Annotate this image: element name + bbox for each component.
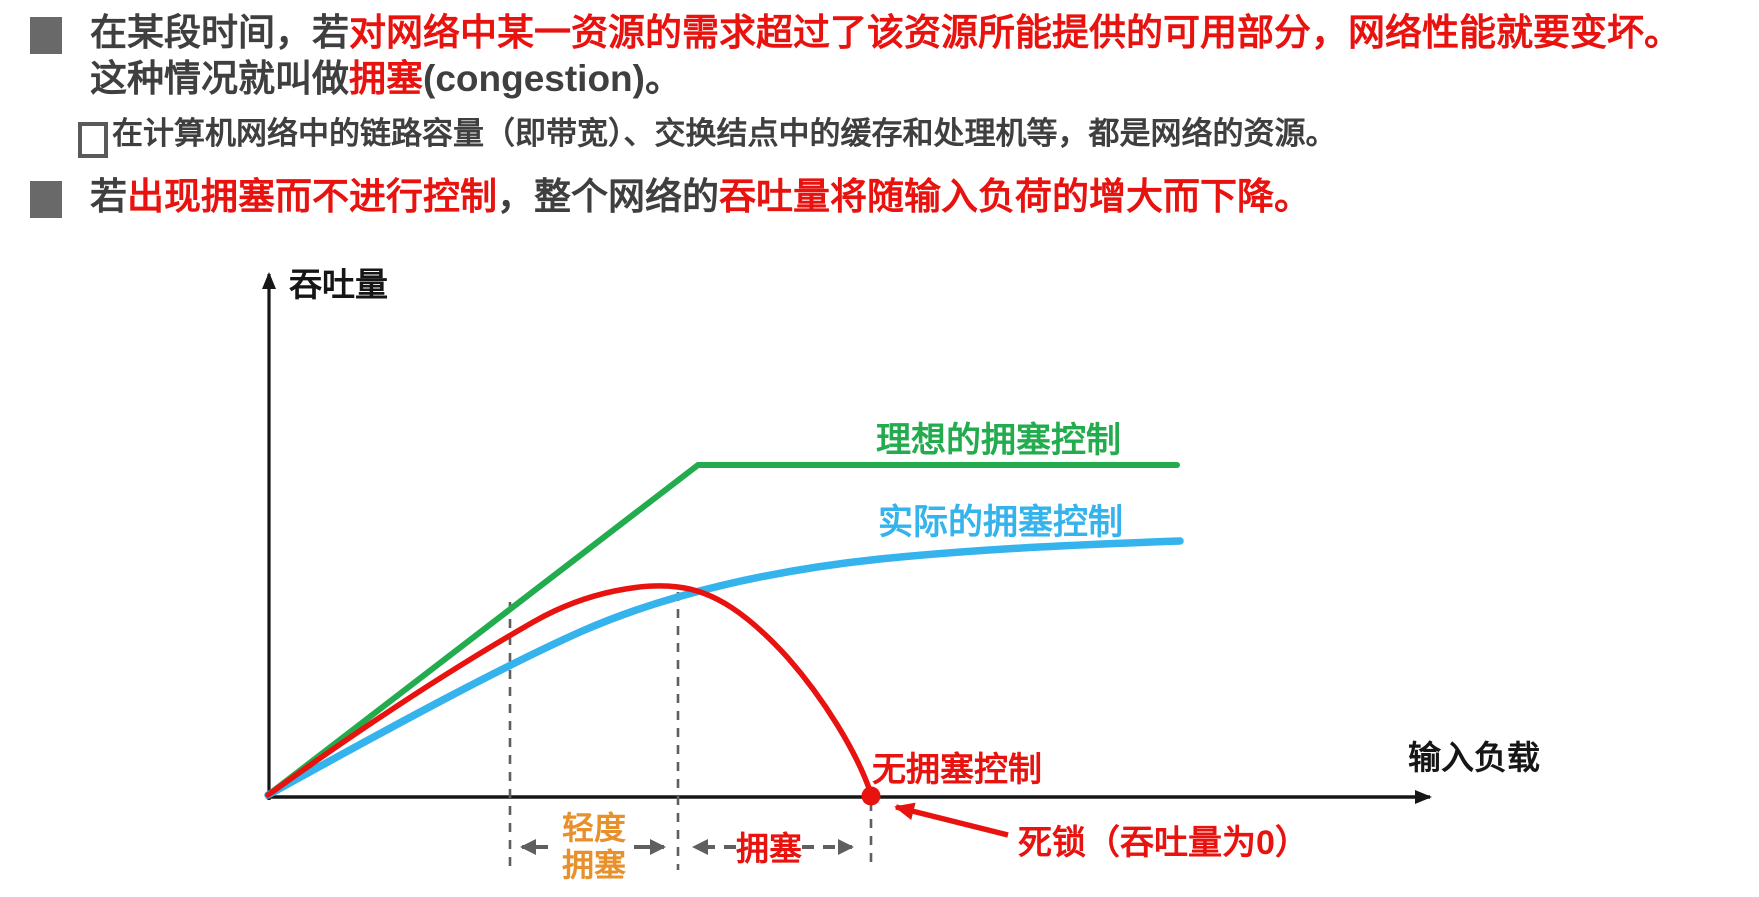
x-axis-label: 输入负载 xyxy=(1408,739,1540,776)
bullet1-line1: 在某段时间，若对网络中某一资源的需求超过了该资源所能提供的可用部分，网络性能就要… xyxy=(90,10,1681,56)
bullet2-dark-text-2: ，整个网络的 xyxy=(497,176,719,217)
bullet2-line: 若出现拥塞而不进行控制，整个网络的吞吐量将随输入负荷的增大而下降。 xyxy=(90,174,1311,220)
bullet1-line2-english-text: (congestion)。 xyxy=(423,58,682,99)
no-congestion-control-curve xyxy=(265,583,873,798)
bullet1-line1-red-text: 对网络中某一资源的需求超过了该资源所能提供的可用部分，网络性能就要变坏。 xyxy=(349,12,1681,53)
legend-no-congestion-control: 无拥塞控制 xyxy=(872,751,1042,789)
deadlock-annotation-arrow-icon xyxy=(894,802,1009,838)
bullet1-line2-red-keyword: 拥塞 xyxy=(349,58,423,99)
light-congestion-label: 轻度 拥塞 xyxy=(546,810,642,884)
bullet2-red-text-2: 吞吐量将随输入负荷的增大而下降。 xyxy=(719,176,1311,217)
legend-practical-congestion-control: 实际的拥塞控制 xyxy=(878,503,1124,542)
y-axis-label: 吞吐量 xyxy=(289,266,388,303)
bullet1-line1-dark-text: 在某段时间，若 xyxy=(90,12,349,53)
bullet2-dark-text-1: 若 xyxy=(90,176,127,217)
bullet1-line2: 这种情况就叫做拥塞(congestion)。 xyxy=(90,56,682,102)
practical-congestion-control-curve xyxy=(264,537,1184,799)
level1-bullet2-square-icon xyxy=(30,181,62,218)
deadlock-point xyxy=(861,786,881,806)
level1-bullet-square-icon xyxy=(30,17,62,54)
sub-bullet-line: 在计算机网络中的链路容量（即带宽）、交换结点中的缓存和处理机等，都是网络的资源。 xyxy=(112,114,1337,154)
bullet2-red-text-1: 出现拥塞而不进行控制 xyxy=(127,176,497,217)
light-congestion-label-line1: 轻度 xyxy=(561,810,626,846)
light-congestion-label-line2: 拥塞 xyxy=(561,847,626,883)
level2-bullet-square-icon xyxy=(78,122,108,158)
legend-ideal-congestion-control: 理想的拥塞控制 xyxy=(876,421,1122,460)
congestion-label: 拥塞 xyxy=(736,830,802,867)
bullet1-line2-dark-text: 这种情况就叫做 xyxy=(90,58,349,99)
sub-bullet-text: 在计算机网络中的链路容量（即带宽）、交换结点中的缓存和处理机等，都是网络的资源。 xyxy=(112,116,1337,151)
deadlock-label: 死锁（吞吐量为0） xyxy=(1018,824,1309,862)
ideal-congestion-control-curve xyxy=(265,462,1180,798)
